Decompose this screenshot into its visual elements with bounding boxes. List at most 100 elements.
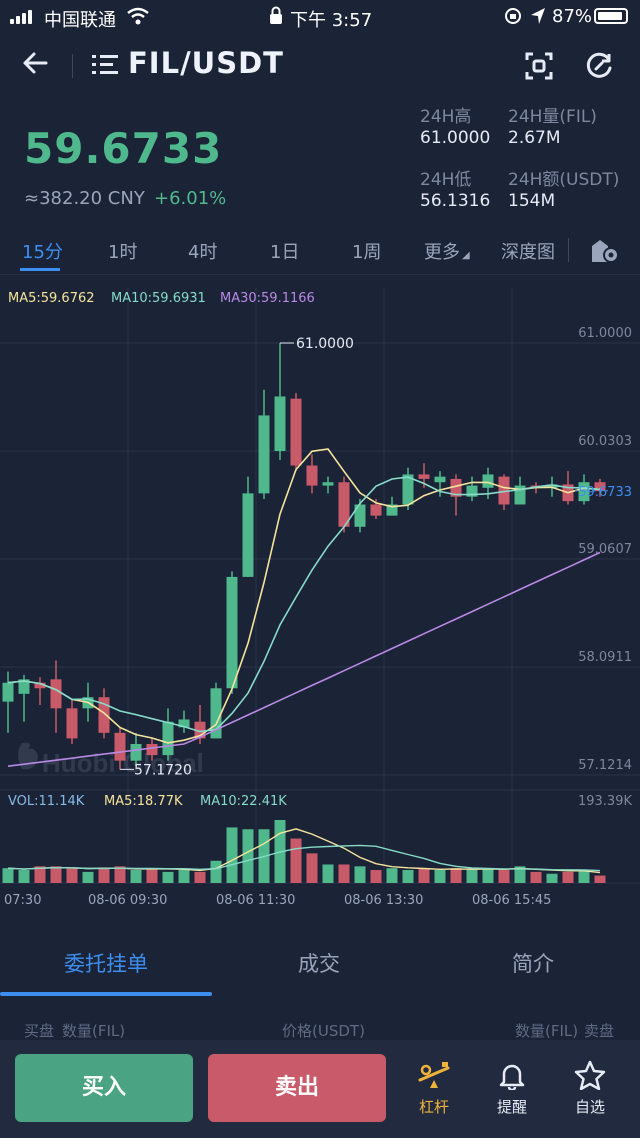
tab-active-underline [20,268,60,271]
ma-lines [7,448,601,767]
ma5-line [7,448,601,744]
carrier-label: 中国联通 [44,10,116,31]
header-divider [72,54,73,78]
tab-15min[interactable]: 15分 [22,242,63,263]
volume-bar [194,871,206,883]
chart-settings-icon[interactable] [590,236,620,264]
candle-body [498,476,510,505]
candle-body [418,474,430,479]
candle-body [546,484,558,488]
volume-bar [130,870,142,883]
x-tick-label: 08-06 13:30 [344,893,423,908]
tab-1d[interactable]: 1日 [270,242,300,263]
y-tick-label: 57.1214 [578,758,632,773]
pair-menu-icon[interactable] [92,54,120,76]
tab-depth[interactable]: 深度图 [501,242,555,263]
bell-icon [499,1064,525,1090]
tab-trades[interactable]: 成交 [298,952,340,976]
volume-bar [18,870,30,883]
candlestick-chart[interactable]: Huobi Global 61.0000 60.0303 59.0607 58.091… [0,275,640,915]
volume-bar [482,868,494,883]
volume-bar [578,870,590,883]
ma30-legend: MA30:59.1166 [220,291,315,306]
candle-body [402,474,414,505]
star-icon [574,1060,606,1090]
volume-bar [370,870,382,883]
leverage-button[interactable]: 杠杆 [404,1060,464,1117]
volume-bar [402,870,414,883]
candle-body [274,396,286,452]
tab-1h[interactable]: 1时 [108,242,138,263]
tab-4h[interactable]: 4时 [188,242,218,263]
last-price: 59.6733 [24,124,223,173]
candle-body [34,682,46,689]
sell-button[interactable]: 卖出 [208,1054,386,1122]
rotation-lock-icon [505,8,521,24]
candle-body [450,478,462,497]
candle-body [98,697,110,733]
volume-bar [434,870,446,883]
current-price-label: 59.6733 [578,485,632,500]
price-change: +6.01% [154,188,227,209]
candle-body [226,576,238,689]
pair-title[interactable]: FIL/USDT [128,46,284,80]
stat-24h-vol-value: 2.67M [508,128,561,148]
y-tick-label: 58.0911 [578,650,632,665]
volume-bar [418,868,430,883]
buy-button[interactable]: 买入 [15,1054,193,1122]
volume-bar [306,853,318,883]
huobi-watermark: Huobi Global [18,742,204,778]
back-arrow-icon[interactable] [20,48,56,84]
leverage-icon [418,1062,450,1088]
vol-ma10-line [7,844,601,872]
lock-icon [270,6,282,24]
volume-bar [114,866,126,883]
alert-button[interactable]: 提醒 [482,1060,542,1117]
screenshot-icon[interactable] [523,50,555,82]
volume-bar [178,870,190,883]
vol-ma10-legend: MA10:22.41K [200,794,287,809]
stat-24h-high-label: 24H高 [420,107,472,127]
orderbook-qty-left: 数量(FIL) [62,1022,126,1040]
x-tick-label: 07:30 [4,893,41,908]
orderbook-qty-right: 数量(FIL) [515,1022,579,1040]
volume-bar [34,866,46,883]
high-marker-label: 61.0000 [296,336,354,352]
candle-body [338,482,350,527]
candle-body [594,482,606,492]
volume-bar [354,866,366,883]
candle-body [306,465,318,486]
refresh-icon[interactable] [583,50,615,82]
tab-more-label: 更多 [424,242,460,263]
vol-legend: VOL:11.14K [8,794,85,809]
candle-body [2,682,14,702]
tab-separator [568,238,569,262]
vol-ma5-line [7,828,601,874]
candle-body [18,679,30,694]
volume-bar [210,860,222,883]
volume-bar [338,864,350,883]
y-tick-label: 61.0000 [578,326,632,341]
tab-open-orders[interactable]: 委托挂单 [64,952,148,976]
y-tick-label: 59.0607 [578,542,632,557]
tab-more[interactable]: 更多 ◢ [424,238,470,264]
y-tick-label: 60.0303 [578,434,632,449]
signal-icon [10,8,38,24]
volume-bar [226,827,238,883]
tab-intro[interactable]: 简介 [512,952,554,976]
x-tick-label: 08-06 11:30 [216,893,295,908]
battery-percent: 87% [552,6,593,27]
stat-24h-high-value: 61.0000 [420,128,491,148]
bottom-tab-underline [0,992,212,996]
candle-body [514,485,526,505]
volume-bar [530,871,542,883]
alert-label: 提醒 [496,1098,527,1116]
x-tick-label: 08-06 15:45 [472,893,551,908]
chart-labels: 61.0000 60.0303 59.0607 58.0911 57.1214 59.67… [4,326,632,908]
candle-body [130,743,142,761]
tab-1w[interactable]: 1周 [352,242,382,263]
volume-bar [146,868,158,883]
candle-body [386,504,398,516]
favorite-label: 自选 [574,1098,605,1116]
favorite-button[interactable]: 自选 [560,1060,620,1117]
